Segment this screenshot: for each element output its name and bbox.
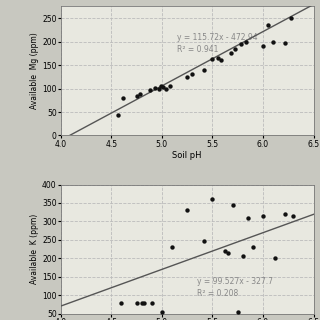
Point <box>283 40 288 45</box>
Y-axis label: Available  Mg (ppm): Available Mg (ppm) <box>30 33 39 109</box>
Point <box>160 84 165 90</box>
Point <box>190 72 195 77</box>
Y-axis label: Available  K (ppm): Available K (ppm) <box>30 214 39 284</box>
Point <box>260 44 266 49</box>
Point <box>271 39 276 44</box>
Point <box>238 41 243 46</box>
Point <box>149 300 154 305</box>
Point <box>210 197 215 202</box>
Text: y = 99.527x - 327.7
R² = 0.208: y = 99.527x - 327.7 R² = 0.208 <box>197 277 273 298</box>
Point <box>134 93 139 98</box>
Point <box>121 95 126 100</box>
Point <box>225 250 230 255</box>
Point <box>185 208 190 213</box>
Point <box>147 87 152 92</box>
Point <box>260 213 266 219</box>
Point <box>137 92 142 97</box>
Point <box>243 39 248 44</box>
Point <box>230 202 235 207</box>
Point <box>202 67 207 72</box>
Point <box>158 84 164 89</box>
Point <box>202 238 207 243</box>
Point <box>240 254 245 259</box>
Point <box>235 309 240 315</box>
Point <box>228 51 233 56</box>
Point <box>134 300 139 305</box>
Point <box>232 46 237 51</box>
Point <box>116 113 121 118</box>
Point <box>273 256 278 261</box>
Point <box>119 301 124 306</box>
Point <box>152 85 157 90</box>
X-axis label: Soil pH: Soil pH <box>172 151 202 160</box>
Point <box>170 245 175 250</box>
Point <box>291 213 296 219</box>
Point <box>167 84 172 89</box>
Point <box>210 57 215 62</box>
Text: y = 115.72x - 472.94
R² = 0.941: y = 115.72x - 472.94 R² = 0.941 <box>177 33 258 54</box>
Point <box>266 23 271 28</box>
Point <box>289 16 294 21</box>
Point <box>164 86 169 91</box>
Point <box>185 74 190 79</box>
Point <box>215 55 220 60</box>
Point <box>218 58 223 63</box>
Point <box>156 86 162 91</box>
Point <box>245 215 251 220</box>
Point <box>139 300 144 305</box>
Point <box>283 212 288 217</box>
Point <box>222 248 227 253</box>
Point <box>141 301 146 306</box>
Point <box>159 310 164 315</box>
Point <box>250 245 255 250</box>
